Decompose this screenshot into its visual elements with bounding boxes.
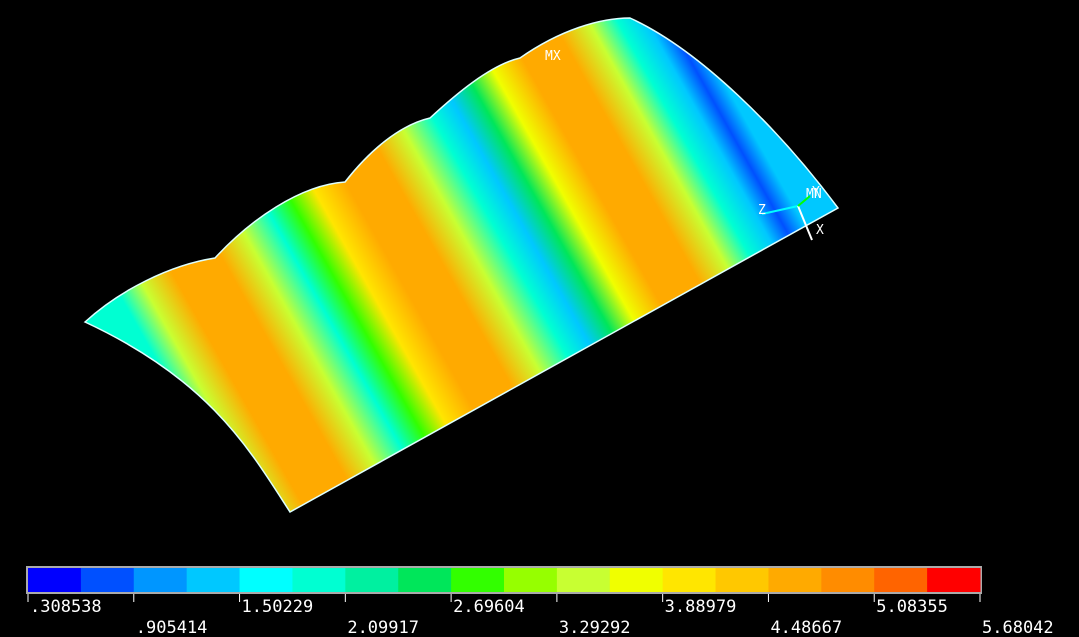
legend-label: 1.50229 — [242, 597, 314, 617]
legend-label: 2.69604 — [453, 597, 525, 617]
color-swatch — [821, 568, 874, 592]
legend-label: 5.68042 — [982, 618, 1054, 637]
max-marker: MX — [545, 49, 561, 64]
legend-label: 2.09917 — [347, 618, 419, 637]
color-swatch — [28, 568, 81, 592]
color-swatch — [398, 568, 451, 592]
x-axis-label: X — [816, 223, 824, 238]
color-swatch — [292, 568, 345, 592]
color-swatch — [716, 568, 769, 592]
legend-label: .905414 — [136, 618, 208, 637]
color-swatch — [610, 568, 663, 592]
color-swatch — [663, 568, 716, 592]
color-swatch — [927, 568, 980, 592]
viewport: MX MN Z Y X .308538.9054141.502292.09917… — [0, 0, 1079, 637]
legend-label: 5.08355 — [876, 597, 948, 617]
color-swatch — [240, 568, 293, 592]
z-axis-label: Z — [758, 203, 766, 218]
color-swatch — [134, 568, 187, 592]
color-swatch — [874, 568, 927, 592]
color-swatch — [345, 568, 398, 592]
legend-label: 3.88979 — [665, 597, 737, 617]
color-swatch — [187, 568, 240, 592]
color-swatch — [451, 568, 504, 592]
color-swatch — [504, 568, 557, 592]
color-swatch — [768, 568, 821, 592]
legend-label: 3.29292 — [559, 618, 631, 637]
legend-label: 4.48667 — [770, 618, 842, 637]
y-axis-label: Y — [812, 185, 820, 200]
legend-label: .308538 — [30, 597, 102, 617]
color-swatch — [81, 568, 134, 592]
color-swatch — [557, 568, 610, 592]
contour-surface — [85, 18, 838, 512]
legend: .308538 .905414 1.50229 2.09917 2.69604 3.292… — [26, 566, 1054, 637]
